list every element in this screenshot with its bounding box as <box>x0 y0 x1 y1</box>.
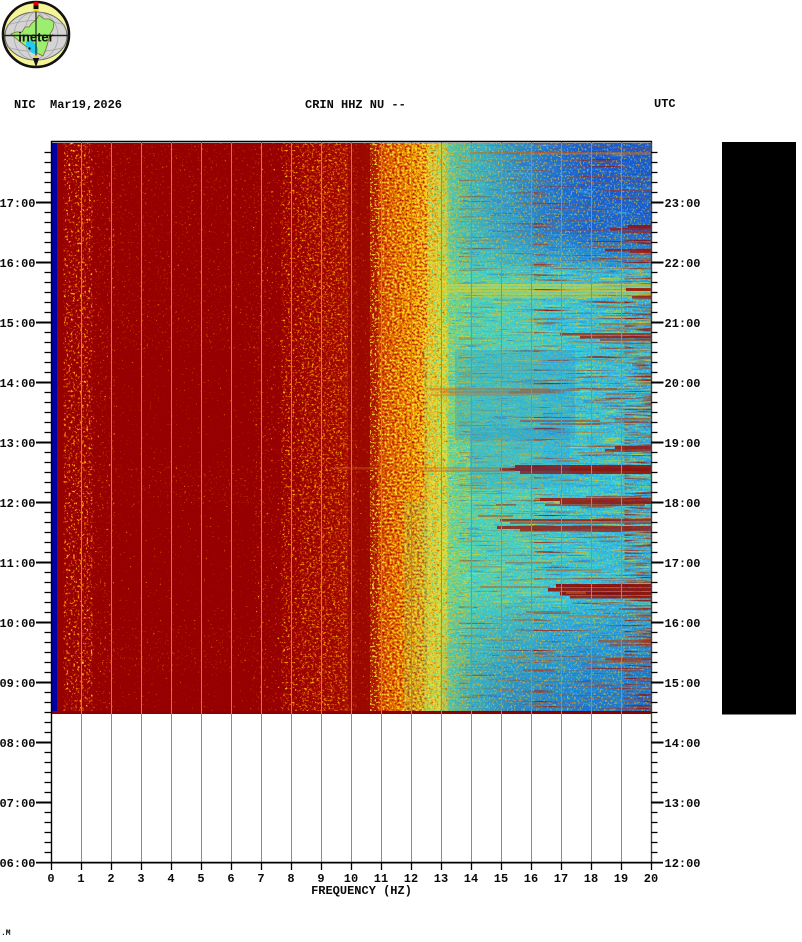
svg-text:11: 11 <box>374 872 388 886</box>
svg-text:14: 14 <box>464 872 478 886</box>
svg-text:15:00: 15:00 <box>665 677 701 691</box>
svg-text:21:00: 21:00 <box>665 317 701 331</box>
svg-text:13:00: 13:00 <box>665 797 701 811</box>
svg-text:0: 0 <box>47 872 54 886</box>
svg-text:1: 1 <box>77 872 84 886</box>
svg-text:17:00: 17:00 <box>665 557 701 571</box>
svg-text:10: 10 <box>344 872 358 886</box>
svg-text:22:00: 22:00 <box>665 257 701 271</box>
svg-text:UTC: UTC <box>654 97 676 111</box>
svg-text:13:00: 13:00 <box>0 437 36 451</box>
svg-text:06:00: 06:00 <box>0 857 36 871</box>
svg-text:Mar19,2026: Mar19,2026 <box>50 98 122 112</box>
svg-text:10:00: 10:00 <box>0 617 36 631</box>
svg-text:19: 19 <box>614 872 628 886</box>
svg-text:16: 16 <box>524 872 538 886</box>
svg-text:19:00: 19:00 <box>665 437 701 451</box>
svg-text:20: 20 <box>644 872 658 886</box>
svg-text:17:00: 17:00 <box>0 197 36 211</box>
svg-text:4: 4 <box>167 872 174 886</box>
svg-text:8: 8 <box>287 872 294 886</box>
svg-text:18: 18 <box>584 872 598 886</box>
svg-text:20:00: 20:00 <box>665 377 701 391</box>
svg-text:08:00: 08:00 <box>0 737 36 751</box>
svg-text:18:00: 18:00 <box>665 497 701 511</box>
svg-text:2: 2 <box>107 872 114 886</box>
svg-text:9: 9 <box>317 872 324 886</box>
svg-text:3: 3 <box>137 872 144 886</box>
svg-text:07:00: 07:00 <box>0 797 36 811</box>
svg-text:NIC: NIC <box>14 98 36 112</box>
svg-text:11:00: 11:00 <box>0 557 36 571</box>
svg-text:15: 15 <box>494 872 508 886</box>
svg-text:.M: .M <box>1 929 11 938</box>
svg-text:FREQUENCY (HZ): FREQUENCY (HZ) <box>311 884 412 898</box>
svg-text:6: 6 <box>227 872 234 886</box>
svg-text:16:00: 16:00 <box>665 617 701 631</box>
svg-text:09:00: 09:00 <box>0 677 36 691</box>
svg-text:12:00: 12:00 <box>665 857 701 871</box>
svg-text:16:00: 16:00 <box>0 257 36 271</box>
svg-text:5: 5 <box>197 872 204 886</box>
svg-text:CRIN HHZ NU --: CRIN HHZ NU -- <box>305 98 406 112</box>
svg-text:14:00: 14:00 <box>665 737 701 751</box>
svg-text:15:00: 15:00 <box>0 317 36 331</box>
svg-text:ineter: ineter <box>18 30 53 45</box>
svg-text:17: 17 <box>554 872 568 886</box>
svg-text:23:00: 23:00 <box>665 197 701 211</box>
svg-text:7: 7 <box>257 872 264 886</box>
svg-text:14:00: 14:00 <box>0 377 36 391</box>
svg-text:13: 13 <box>434 872 448 886</box>
svg-text:12: 12 <box>404 872 418 886</box>
svg-text:12:00: 12:00 <box>0 497 36 511</box>
